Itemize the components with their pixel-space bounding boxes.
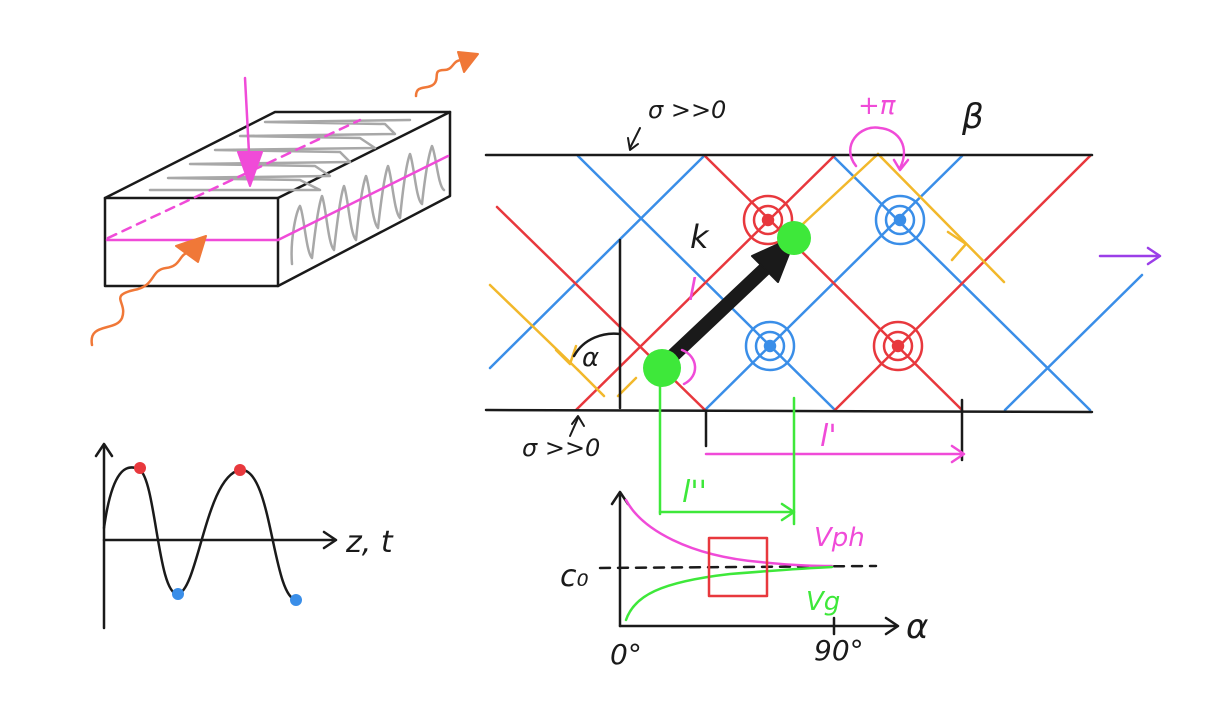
slab-top-edges bbox=[103, 110, 452, 200]
zero-degree-label: 0° bbox=[610, 638, 642, 671]
yellow-upper-ray bbox=[788, 152, 880, 238]
vph-label: Vph bbox=[814, 523, 865, 553]
field-rings bbox=[742, 194, 926, 372]
alpha-angle: α bbox=[572, 332, 622, 373]
crest-dot-2 bbox=[234, 464, 246, 476]
vph-curve bbox=[624, 498, 834, 568]
highlight-box bbox=[707, 536, 769, 598]
l-prime-label: l' bbox=[820, 419, 837, 454]
sigma-top-label: σ >>0 bbox=[648, 96, 726, 124]
beta-label: β bbox=[961, 97, 984, 137]
input-wave-squiggle bbox=[90, 250, 192, 347]
sigma-top-pointer bbox=[629, 127, 641, 149]
sigma-bottom-pointer-head bbox=[571, 415, 585, 427]
propagation-arrow-head bbox=[1146, 246, 1162, 266]
field-pattern-side bbox=[290, 144, 446, 266]
k-vector-shaft bbox=[655, 257, 777, 373]
sigma-bottom-label: σ >>0 bbox=[522, 434, 600, 462]
yellow-reflected-ray bbox=[576, 368, 606, 398]
red-ring-upper bbox=[742, 194, 794, 246]
vg-curve bbox=[624, 565, 834, 622]
guided-axis-side bbox=[276, 154, 450, 242]
red-ray bbox=[833, 154, 1092, 412]
ninety-degree-label: 90° bbox=[814, 634, 864, 667]
k-vector: k l bbox=[643, 218, 811, 387]
c0-label: c₀ bbox=[560, 559, 589, 594]
wave-axis-label: z, t bbox=[345, 525, 394, 560]
velocity-plot: c₀ Vph Vg α 0° 90° bbox=[560, 490, 928, 671]
ray-lattice bbox=[488, 152, 1162, 412]
incident-arrow-head bbox=[237, 151, 263, 187]
blue-ring-lower bbox=[744, 320, 796, 372]
sigma-top-pointer-head bbox=[627, 137, 639, 151]
alpha-axis-label: α bbox=[906, 607, 928, 647]
l-small-label: l bbox=[688, 273, 697, 308]
boundary-labels: σ >>0 σ >>0 β +π bbox=[522, 91, 984, 462]
l-double-prime-arrow-head bbox=[780, 502, 796, 522]
c0-dashed-line bbox=[598, 564, 878, 570]
yellow-arrow-right bbox=[946, 230, 968, 262]
input-arrow-head bbox=[175, 235, 207, 263]
k-end-point bbox=[777, 221, 811, 255]
k-start-point bbox=[643, 349, 681, 387]
right-angle-mark bbox=[680, 348, 697, 386]
yellow-upper-down bbox=[876, 152, 1006, 284]
sine-y-arrow bbox=[94, 442, 114, 458]
output-arrow-head bbox=[457, 51, 479, 73]
blue-ring-upper bbox=[874, 194, 926, 246]
sine-x-arrow bbox=[322, 530, 338, 550]
crest-dot-1 bbox=[134, 462, 146, 474]
blue-ray bbox=[1003, 273, 1144, 412]
vg-label: Vg bbox=[806, 587, 840, 617]
velocity-x-arrow bbox=[884, 616, 900, 636]
l-double-prime-label: l'' bbox=[682, 475, 707, 510]
dimension-lines: l' l'' bbox=[658, 382, 966, 526]
trough-dot-2 bbox=[290, 594, 302, 606]
trough-dot-1 bbox=[172, 588, 184, 600]
phase-jump-arc bbox=[849, 126, 906, 170]
slab-waveguide bbox=[90, 51, 479, 347]
l-prime-arrow-head bbox=[950, 444, 966, 464]
phase-jump-arrow-head bbox=[892, 158, 910, 172]
field-pattern-top bbox=[148, 118, 412, 192]
output-wave-squiggle bbox=[414, 58, 464, 98]
blue-ray bbox=[488, 154, 706, 370]
red-ray bbox=[703, 154, 964, 412]
lower-boundary bbox=[484, 408, 1094, 414]
alpha-angle-label: α bbox=[582, 343, 599, 373]
yellow-arrow-left bbox=[554, 344, 578, 366]
alpha-arc bbox=[572, 332, 622, 358]
red-ring-lower bbox=[872, 320, 924, 372]
guided-axis-top bbox=[106, 118, 362, 240]
sine-curve bbox=[102, 466, 298, 602]
plus-pi-label: +π bbox=[858, 91, 896, 121]
k-label: k bbox=[690, 218, 710, 256]
sigma-bottom-pointer bbox=[569, 417, 579, 437]
sine-plot: z, t bbox=[94, 442, 394, 630]
slab-side-edges bbox=[276, 110, 452, 288]
